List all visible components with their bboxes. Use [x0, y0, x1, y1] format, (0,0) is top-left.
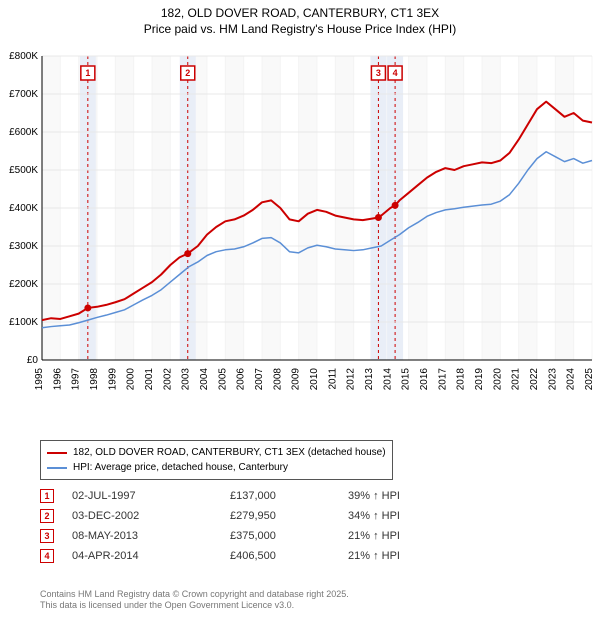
svg-text:2024: 2024 — [566, 368, 577, 391]
sales-row: 4 04-APR-2014 £406,500 21% ↑ HPI — [40, 546, 560, 566]
sale-date: 03-DEC-2002 — [72, 510, 212, 522]
sale-marker: 4 — [40, 549, 54, 563]
footer-line1: Contains HM Land Registry data © Crown c… — [40, 589, 349, 601]
svg-text:2017: 2017 — [437, 368, 448, 391]
svg-text:2014: 2014 — [382, 368, 393, 391]
svg-text:2011: 2011 — [327, 368, 338, 390]
svg-text:1: 1 — [85, 68, 90, 78]
svg-text:1995: 1995 — [34, 368, 45, 391]
svg-text:2023: 2023 — [547, 368, 558, 391]
svg-text:2: 2 — [185, 68, 190, 78]
sale-diff: 21% ↑ HPI — [348, 530, 448, 542]
svg-text:1997: 1997 — [71, 368, 82, 391]
sales-table: 1 02-JUL-1997 £137,000 39% ↑ HPI 2 03-DEC-200… — [40, 486, 560, 566]
footer-line2: This data is licensed under the Open Gov… — [40, 600, 349, 612]
sales-row: 3 08-MAY-2013 £375,000 21% ↑ HPI — [40, 526, 560, 546]
legend-swatch-property — [47, 452, 67, 454]
sales-row: 2 03-DEC-2002 £279,950 34% ↑ HPI — [40, 506, 560, 526]
legend-label-hpi: HPI: Average price, detached house, Cant… — [73, 460, 288, 475]
sale-marker: 1 — [40, 489, 54, 503]
svg-text:2000: 2000 — [126, 368, 137, 391]
sale-marker: 3 — [40, 529, 54, 543]
svg-text:£100K: £100K — [9, 317, 38, 328]
sale-diff: 34% ↑ HPI — [348, 510, 448, 522]
svg-text:2004: 2004 — [199, 368, 210, 391]
svg-text:4: 4 — [393, 68, 398, 78]
footer-note: Contains HM Land Registry data © Crown c… — [40, 589, 349, 612]
sale-price: £406,500 — [230, 550, 330, 562]
sale-date: 04-APR-2014 — [72, 550, 212, 562]
svg-text:2012: 2012 — [346, 368, 357, 391]
title-line2: Price paid vs. HM Land Registry's House … — [0, 22, 600, 38]
legend-row-hpi: HPI: Average price, detached house, Cant… — [47, 460, 386, 475]
sale-diff: 39% ↑ HPI — [348, 490, 448, 502]
legend: 182, OLD DOVER ROAD, CANTERBURY, CT1 3EX… — [40, 440, 393, 480]
svg-text:2005: 2005 — [217, 368, 228, 391]
svg-text:2021: 2021 — [511, 368, 522, 391]
sale-date: 02-JUL-1997 — [72, 490, 212, 502]
svg-text:£600K: £600K — [9, 127, 38, 138]
legend-row-property: 182, OLD DOVER ROAD, CANTERBURY, CT1 3EX… — [47, 445, 386, 460]
svg-text:2019: 2019 — [474, 368, 485, 391]
svg-text:2003: 2003 — [181, 368, 192, 391]
svg-text:2001: 2001 — [144, 368, 155, 391]
svg-text:2009: 2009 — [291, 368, 302, 391]
sales-row: 1 02-JUL-1997 £137,000 39% ↑ HPI — [40, 486, 560, 506]
legend-label-property: 182, OLD DOVER ROAD, CANTERBURY, CT1 3EX… — [73, 445, 386, 460]
svg-text:2015: 2015 — [401, 368, 412, 391]
legend-swatch-hpi — [47, 467, 67, 469]
svg-text:2013: 2013 — [364, 368, 375, 391]
svg-text:£800K: £800K — [9, 51, 38, 62]
svg-text:3: 3 — [376, 68, 381, 78]
svg-text:2016: 2016 — [419, 368, 430, 391]
svg-text:2020: 2020 — [492, 368, 503, 391]
title-line1: 182, OLD DOVER ROAD, CANTERBURY, CT1 3EX — [0, 6, 600, 22]
sale-price: £279,950 — [230, 510, 330, 522]
svg-text:2007: 2007 — [254, 368, 265, 391]
svg-text:2018: 2018 — [456, 368, 467, 391]
svg-text:2002: 2002 — [162, 368, 173, 391]
svg-text:2006: 2006 — [236, 368, 247, 391]
svg-text:£700K: £700K — [9, 89, 38, 100]
svg-text:2008: 2008 — [272, 368, 283, 391]
svg-text:1996: 1996 — [52, 368, 63, 391]
svg-text:1999: 1999 — [107, 368, 118, 391]
svg-text:1998: 1998 — [89, 368, 100, 391]
sale-marker: 2 — [40, 509, 54, 523]
sale-price: £137,000 — [230, 490, 330, 502]
sale-diff: 21% ↑ HPI — [348, 550, 448, 562]
svg-text:£300K: £300K — [9, 241, 38, 252]
svg-text:£400K: £400K — [9, 203, 38, 214]
svg-text:£500K: £500K — [9, 165, 38, 176]
sale-date: 08-MAY-2013 — [72, 530, 212, 542]
chart-svg: £0 £100K £200K £300K £400K £500K £600K £700K £80… — [0, 50, 600, 430]
svg-text:2022: 2022 — [529, 368, 540, 391]
sale-price: £375,000 — [230, 530, 330, 542]
svg-text:2010: 2010 — [309, 368, 320, 391]
svg-text:£200K: £200K — [9, 279, 38, 290]
chart: £0 £100K £200K £300K £400K £500K £600K £700K £80… — [0, 50, 600, 430]
svg-text:£0: £0 — [27, 355, 39, 366]
svg-text:2025: 2025 — [584, 368, 595, 391]
chart-title: 182, OLD DOVER ROAD, CANTERBURY, CT1 3EX… — [0, 0, 600, 37]
